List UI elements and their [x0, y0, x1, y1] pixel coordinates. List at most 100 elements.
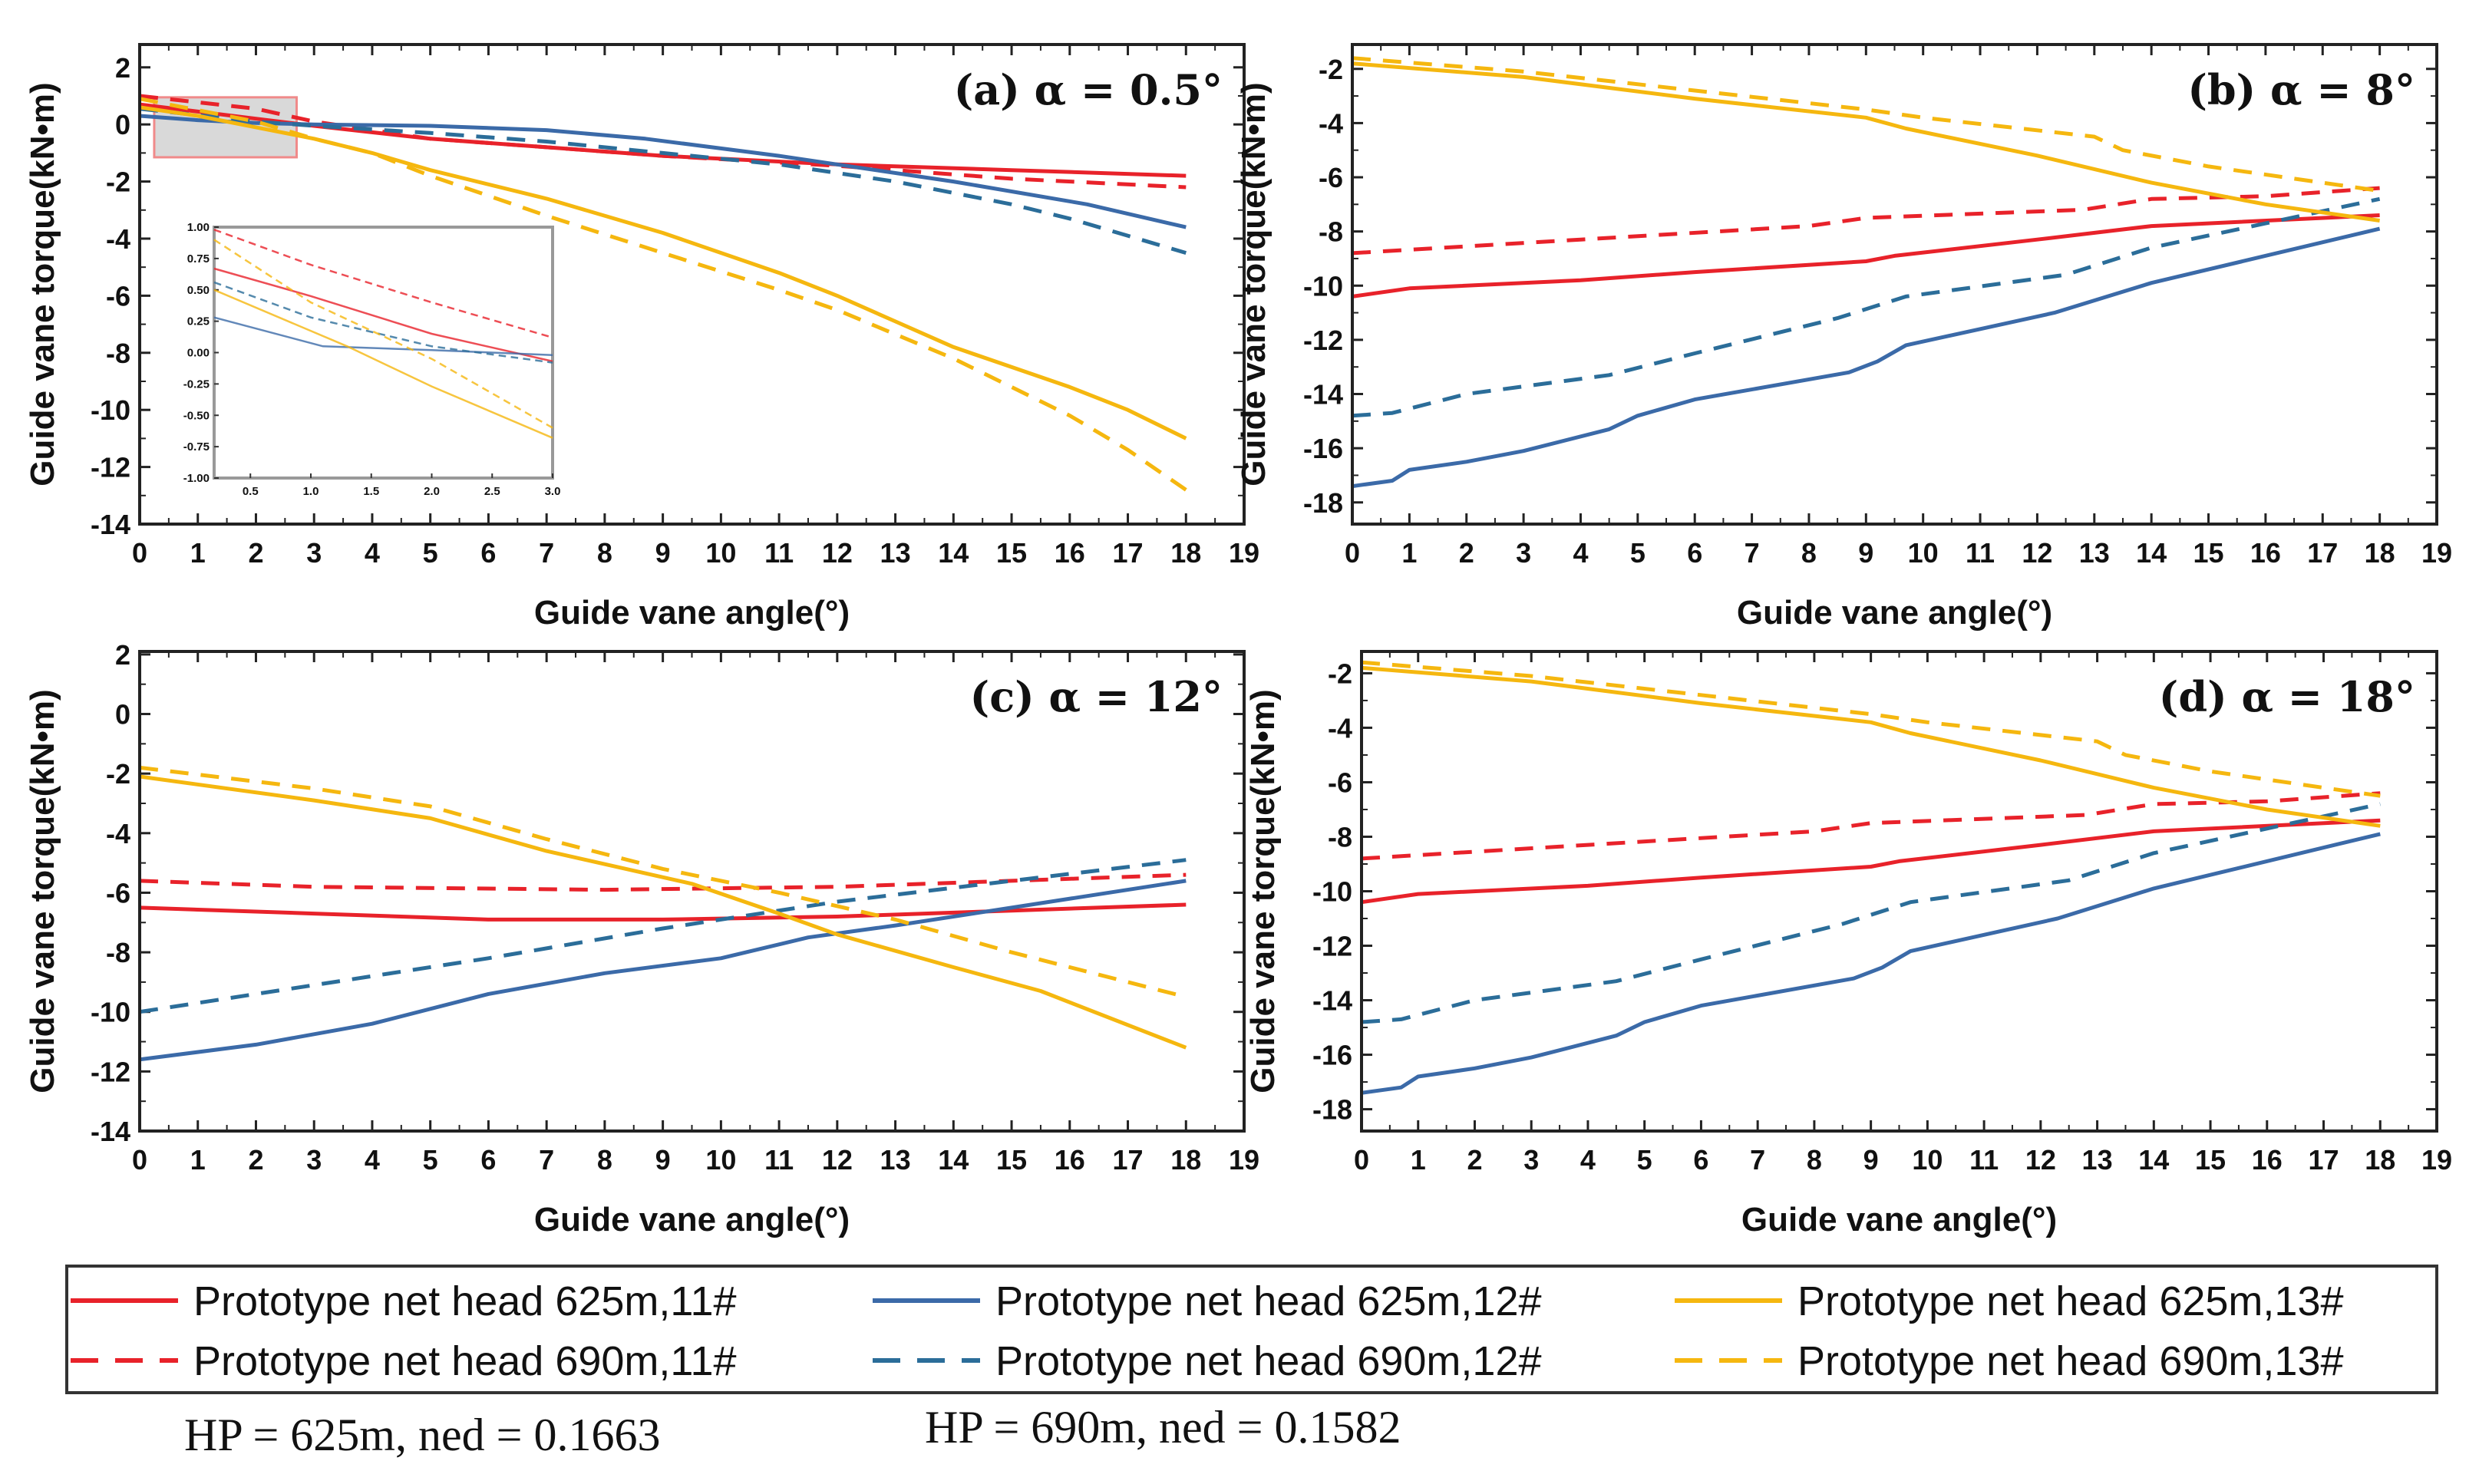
x-axis-title: Guide vane angle(°)	[1741, 1201, 2057, 1238]
x-tick-label: 3	[306, 1144, 322, 1176]
panel-title: (c) α = 12°	[970, 672, 1223, 721]
x-tick-label: 4	[1573, 537, 1588, 569]
note-625m: HP = 625m, ned = 0.1663	[184, 1410, 660, 1460]
series-group	[140, 765, 1187, 1062]
x-tick-label: 1	[190, 1144, 206, 1176]
inset-y-tick-label: -0.50	[183, 409, 210, 422]
x-tick-label: 16	[2250, 537, 2281, 569]
legend-label: Prototype net head 690m,12#	[995, 1338, 1542, 1384]
note-690m: HP = 690m, ned = 0.1582	[925, 1402, 1401, 1453]
x-tick-label: 15	[996, 537, 1027, 569]
x-tick-label: 18	[1170, 537, 1201, 569]
legend-item: Prototype net head 625m,13#	[1675, 1278, 2344, 1324]
series-line-prototype-net-head-625m-11-	[1352, 213, 2380, 298]
inset-x-tick-label: 2.0	[424, 485, 440, 498]
legend-label: Prototype net head 690m,11#	[193, 1338, 737, 1384]
x-tick-label: 12	[2022, 537, 2052, 569]
x-tick-label: 8	[597, 537, 612, 569]
inset-series-line-prototype-net-head-690m-11-	[213, 229, 553, 339]
x-tick-label: 0	[132, 537, 147, 569]
inset-series-line-prototype-net-head-625m-13-	[213, 289, 553, 439]
series-line-prototype-net-head-625m-12-	[1352, 226, 2381, 489]
inset-x-tick-label: 0.5	[243, 485, 259, 498]
x-tick-label: 11	[1969, 1144, 1999, 1176]
y-tick-label: -6	[106, 280, 130, 312]
y-tick-label: -12	[1312, 931, 1352, 962]
x-axis-title: Guide vane angle(°)	[1737, 594, 2052, 632]
inset-chart: 0.5 1.0 1.5 2.0 2.5 3.0 1.00 0.75 0.50 0.25 0.00 -0…	[183, 221, 561, 498]
x-tick-label: 9	[655, 1144, 671, 1176]
x-tick-label: 11	[764, 537, 794, 569]
x-tick-label: 15	[996, 1144, 1027, 1176]
y-tick-label: -14	[91, 509, 130, 540]
x-tick-label: 5	[423, 1144, 438, 1176]
legend-item: Prototype net head 690m,11#	[71, 1338, 737, 1384]
y-tick-label: 0	[115, 699, 130, 730]
y-tick-label: -14	[1312, 985, 1352, 1017]
x-axis-title: Guide vane angle(°)	[534, 1201, 850, 1238]
legend-item: Prototype net head 690m,13#	[1675, 1338, 2344, 1384]
x-tick-label: 17	[2309, 1144, 2339, 1176]
legend-label: Prototype net head 625m,12#	[995, 1278, 1542, 1324]
x-tick-label: 2	[1459, 537, 1474, 569]
x-tick-label: 14	[938, 537, 969, 569]
y-tick-label: -4	[106, 223, 130, 255]
series-line-prototype-net-head-625m-13-	[140, 105, 1187, 440]
x-tick-label: 19	[1229, 537, 1259, 569]
legend-item: Prototype net head 625m,11#	[71, 1278, 737, 1324]
plot-frame	[138, 43, 1246, 526]
x-tick-label: 2	[248, 537, 263, 569]
inset-y-tick-label: -1.00	[183, 472, 210, 485]
y-tick-label: -4	[1328, 712, 1352, 744]
y-tick-label: 0	[115, 109, 130, 140]
inset-x-tick-label: 3.0	[545, 485, 561, 498]
series-line-prototype-net-head-625m-13-	[1362, 665, 2381, 828]
series-line-prototype-net-head-690m-12-	[140, 858, 1187, 1014]
x-tick-label: 3	[1523, 1144, 1539, 1176]
y-tick-label: -18	[1312, 1094, 1352, 1126]
series-line-prototype-net-head-690m-13-	[140, 765, 1187, 999]
x-axis-title: Guide vane angle(°)	[534, 594, 850, 632]
x-tick-label: 9	[1858, 537, 1873, 569]
x-tick-label: 19	[1229, 1144, 1259, 1176]
y-tick-label: -10	[91, 394, 130, 426]
x-tick-label: 5	[1637, 1144, 1652, 1176]
x-tick-label: 0	[1345, 537, 1360, 569]
y-axis-title: Guide vane torque(kN•m)	[24, 689, 61, 1093]
y-tick-label: -12	[91, 452, 130, 483]
x-tick-label: 12	[2025, 1144, 2056, 1176]
y-tick-label: -8	[106, 937, 130, 968]
inset-series-line-prototype-net-head-625m-12-	[213, 316, 553, 357]
x-tick-label: 17	[1113, 1144, 1144, 1176]
panel-c: 0 1 2 3 4 5 6 7 8 9 10 11 12 13 14 15 16 17 18 1920-2-4-6-8…	[24, 639, 1259, 1238]
x-tick-label: 7	[1745, 537, 1760, 569]
x-tick-label: 18	[1170, 1144, 1201, 1176]
y-tick-label: -14	[91, 1116, 130, 1147]
series-line-prototype-net-head-690m-13-	[1362, 660, 2381, 798]
series-line-prototype-net-head-690m-13-	[1352, 56, 2380, 193]
y-tick-label: -10	[91, 997, 130, 1028]
series-line-prototype-net-head-625m-12-	[1362, 832, 2381, 1095]
x-tick-label: 12	[822, 1144, 853, 1176]
legend-frame	[65, 1265, 2438, 1394]
y-tick-label: -16	[1303, 433, 1343, 464]
series-line-prototype-net-head-690m-11-	[140, 94, 1187, 190]
legend-label: Prototype net head 625m,11#	[193, 1278, 737, 1324]
x-tick-label: 15	[2193, 537, 2224, 569]
x-tick-label: 17	[2307, 537, 2338, 569]
y-tick-label: -6	[106, 877, 130, 909]
series-line-prototype-net-head-625m-12-	[140, 114, 1187, 229]
series-group	[1352, 56, 2381, 489]
y-tick-label: -4	[106, 818, 130, 849]
series-line-prototype-net-head-690m-12-	[1362, 802, 2381, 1024]
panel-title: (a) α = 0.5°	[954, 65, 1223, 114]
legend: Prototype net head 625m,11# Prototype net…	[65, 1265, 2438, 1394]
legend-item: Prototype net head 625m,12#	[873, 1278, 1542, 1324]
x-tick-label: 14	[938, 1144, 969, 1176]
inset-series-line-prototype-net-head-690m-12-	[213, 281, 553, 364]
y-tick-label: -10	[1312, 876, 1352, 908]
plot-frame	[1360, 650, 2438, 1133]
inset-y-tick-label: 0.25	[187, 315, 210, 328]
y-axis-title: Guide vane torque(kN•m)	[24, 82, 61, 486]
x-tick-label: 18	[2365, 1144, 2395, 1176]
